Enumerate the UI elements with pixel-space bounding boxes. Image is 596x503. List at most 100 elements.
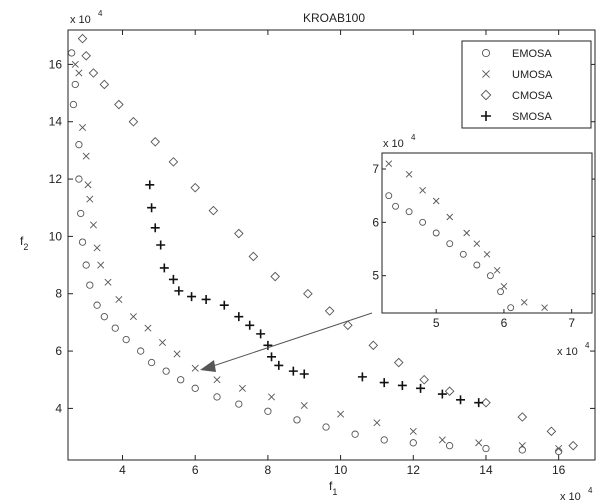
point-emosa bbox=[191, 384, 199, 392]
point-cmosa bbox=[546, 426, 557, 437]
inset-series-emosa bbox=[385, 192, 515, 312]
point-cmosa bbox=[303, 288, 313, 299]
point-cmosa bbox=[81, 51, 91, 61]
legend-item-cmosa: CMOSA bbox=[480, 89, 553, 102]
zoom-arrow bbox=[200, 312, 373, 372]
x-tick-label: 12 bbox=[407, 463, 421, 477]
main-data-marks bbox=[67, 33, 578, 456]
legend-label: UMOSA bbox=[512, 69, 553, 81]
point-umosa bbox=[115, 295, 123, 303]
point-cmosa bbox=[128, 116, 139, 127]
x-multiplier: x 10 bbox=[560, 491, 581, 503]
point-emosa bbox=[137, 347, 145, 355]
point-emosa bbox=[67, 49, 76, 57]
point-smosa bbox=[288, 366, 298, 376]
point-emosa bbox=[77, 209, 85, 218]
point-emosa bbox=[293, 416, 301, 424]
point-emosa bbox=[518, 446, 526, 454]
legend-marker-cmosa bbox=[480, 89, 492, 101]
inset-point-emosa bbox=[459, 250, 467, 258]
y-axis-label-subscript: 2 bbox=[23, 242, 28, 252]
point-umosa bbox=[104, 278, 112, 286]
point-emosa bbox=[380, 436, 388, 444]
main-axis-ticks: 4 6 8 10 12 14 16 4 6 8 10 12 14 16 bbox=[49, 30, 595, 477]
x-tick-label: 8 bbox=[265, 463, 272, 477]
inset-point-emosa bbox=[473, 261, 481, 269]
legend-label: EMOSA bbox=[512, 48, 552, 60]
point-smosa bbox=[274, 360, 284, 370]
inset-point-emosa bbox=[432, 229, 440, 237]
inset-point-umosa bbox=[483, 251, 491, 258]
legend-item-emosa: EMOSA bbox=[481, 48, 552, 60]
inset-point-emosa bbox=[405, 208, 413, 216]
point-umosa bbox=[84, 181, 92, 189]
point-cmosa bbox=[368, 340, 379, 351]
inset-y-tick-label: 6 bbox=[372, 215, 379, 229]
point-umosa bbox=[438, 436, 446, 444]
point-emosa bbox=[322, 423, 330, 431]
point-cmosa bbox=[248, 251, 259, 262]
point-emosa bbox=[122, 335, 130, 344]
point-cmosa bbox=[324, 306, 335, 316]
inset-point-umosa bbox=[405, 171, 413, 178]
point-smosa bbox=[379, 378, 389, 388]
point-emosa bbox=[71, 80, 79, 89]
y-tick-label: 8 bbox=[55, 287, 62, 301]
point-umosa bbox=[213, 376, 221, 384]
inset-point-umosa bbox=[541, 304, 548, 311]
point-smosa bbox=[416, 383, 426, 393]
point-emosa bbox=[93, 301, 101, 309]
inset-y-tick-label: 7 bbox=[372, 162, 379, 176]
inset-axis-ticks: 5 6 7 5 6 7 bbox=[372, 162, 575, 330]
legend-marker-smosa bbox=[480, 110, 492, 122]
point-emosa bbox=[100, 313, 108, 321]
point-cmosa bbox=[419, 374, 429, 385]
x-tick-label: 4 bbox=[119, 463, 126, 477]
point-umosa bbox=[93, 244, 101, 252]
point-umosa bbox=[89, 221, 97, 229]
point-emosa bbox=[111, 324, 119, 332]
y-tick-label: 6 bbox=[55, 344, 62, 358]
x-axis-label-subscript: 1 bbox=[332, 487, 337, 497]
inset-point-emosa bbox=[385, 192, 393, 200]
series-smosa bbox=[145, 180, 484, 408]
legend-label: SMOSA bbox=[512, 111, 552, 123]
point-umosa bbox=[555, 445, 563, 453]
inset-y-multiplier-exponent: 4 bbox=[411, 133, 416, 142]
inset-point-emosa bbox=[392, 202, 399, 210]
legend-item-smosa: SMOSA bbox=[480, 110, 552, 123]
point-cmosa bbox=[393, 357, 404, 368]
series-emosa bbox=[67, 49, 563, 456]
x-tick-label: 10 bbox=[334, 463, 348, 477]
point-smosa bbox=[156, 240, 166, 250]
x-tick-label: 14 bbox=[479, 463, 493, 477]
point-smosa bbox=[174, 286, 184, 296]
inset-point-umosa bbox=[520, 299, 528, 306]
point-cmosa bbox=[190, 182, 201, 193]
point-umosa bbox=[373, 419, 381, 427]
inset-point-emosa bbox=[497, 288, 504, 296]
point-emosa bbox=[351, 430, 359, 438]
x-tick-label: 16 bbox=[552, 463, 566, 477]
inset-data-marks bbox=[385, 160, 548, 312]
legend: EMOSA UMOSA CMOSA SMOSA bbox=[461, 40, 592, 129]
point-umosa bbox=[79, 123, 87, 131]
inset-plot-area bbox=[381, 152, 593, 314]
point-cmosa bbox=[517, 412, 528, 422]
y-multiplier: x 10 bbox=[70, 14, 91, 26]
y-tick-label: 10 bbox=[49, 229, 63, 243]
point-emosa bbox=[78, 238, 87, 246]
point-emosa bbox=[177, 376, 185, 384]
point-umosa bbox=[129, 313, 137, 321]
point-cmosa bbox=[99, 79, 110, 90]
point-emosa bbox=[86, 281, 94, 289]
point-smosa bbox=[437, 389, 447, 399]
inset-point-umosa bbox=[500, 283, 508, 290]
x-tick-label: 6 bbox=[192, 463, 199, 477]
point-emosa bbox=[162, 367, 170, 375]
inset-point-umosa bbox=[446, 213, 454, 221]
point-cmosa bbox=[208, 205, 219, 216]
point-cmosa bbox=[168, 157, 179, 167]
legend-item-umosa: UMOSA bbox=[482, 69, 553, 81]
